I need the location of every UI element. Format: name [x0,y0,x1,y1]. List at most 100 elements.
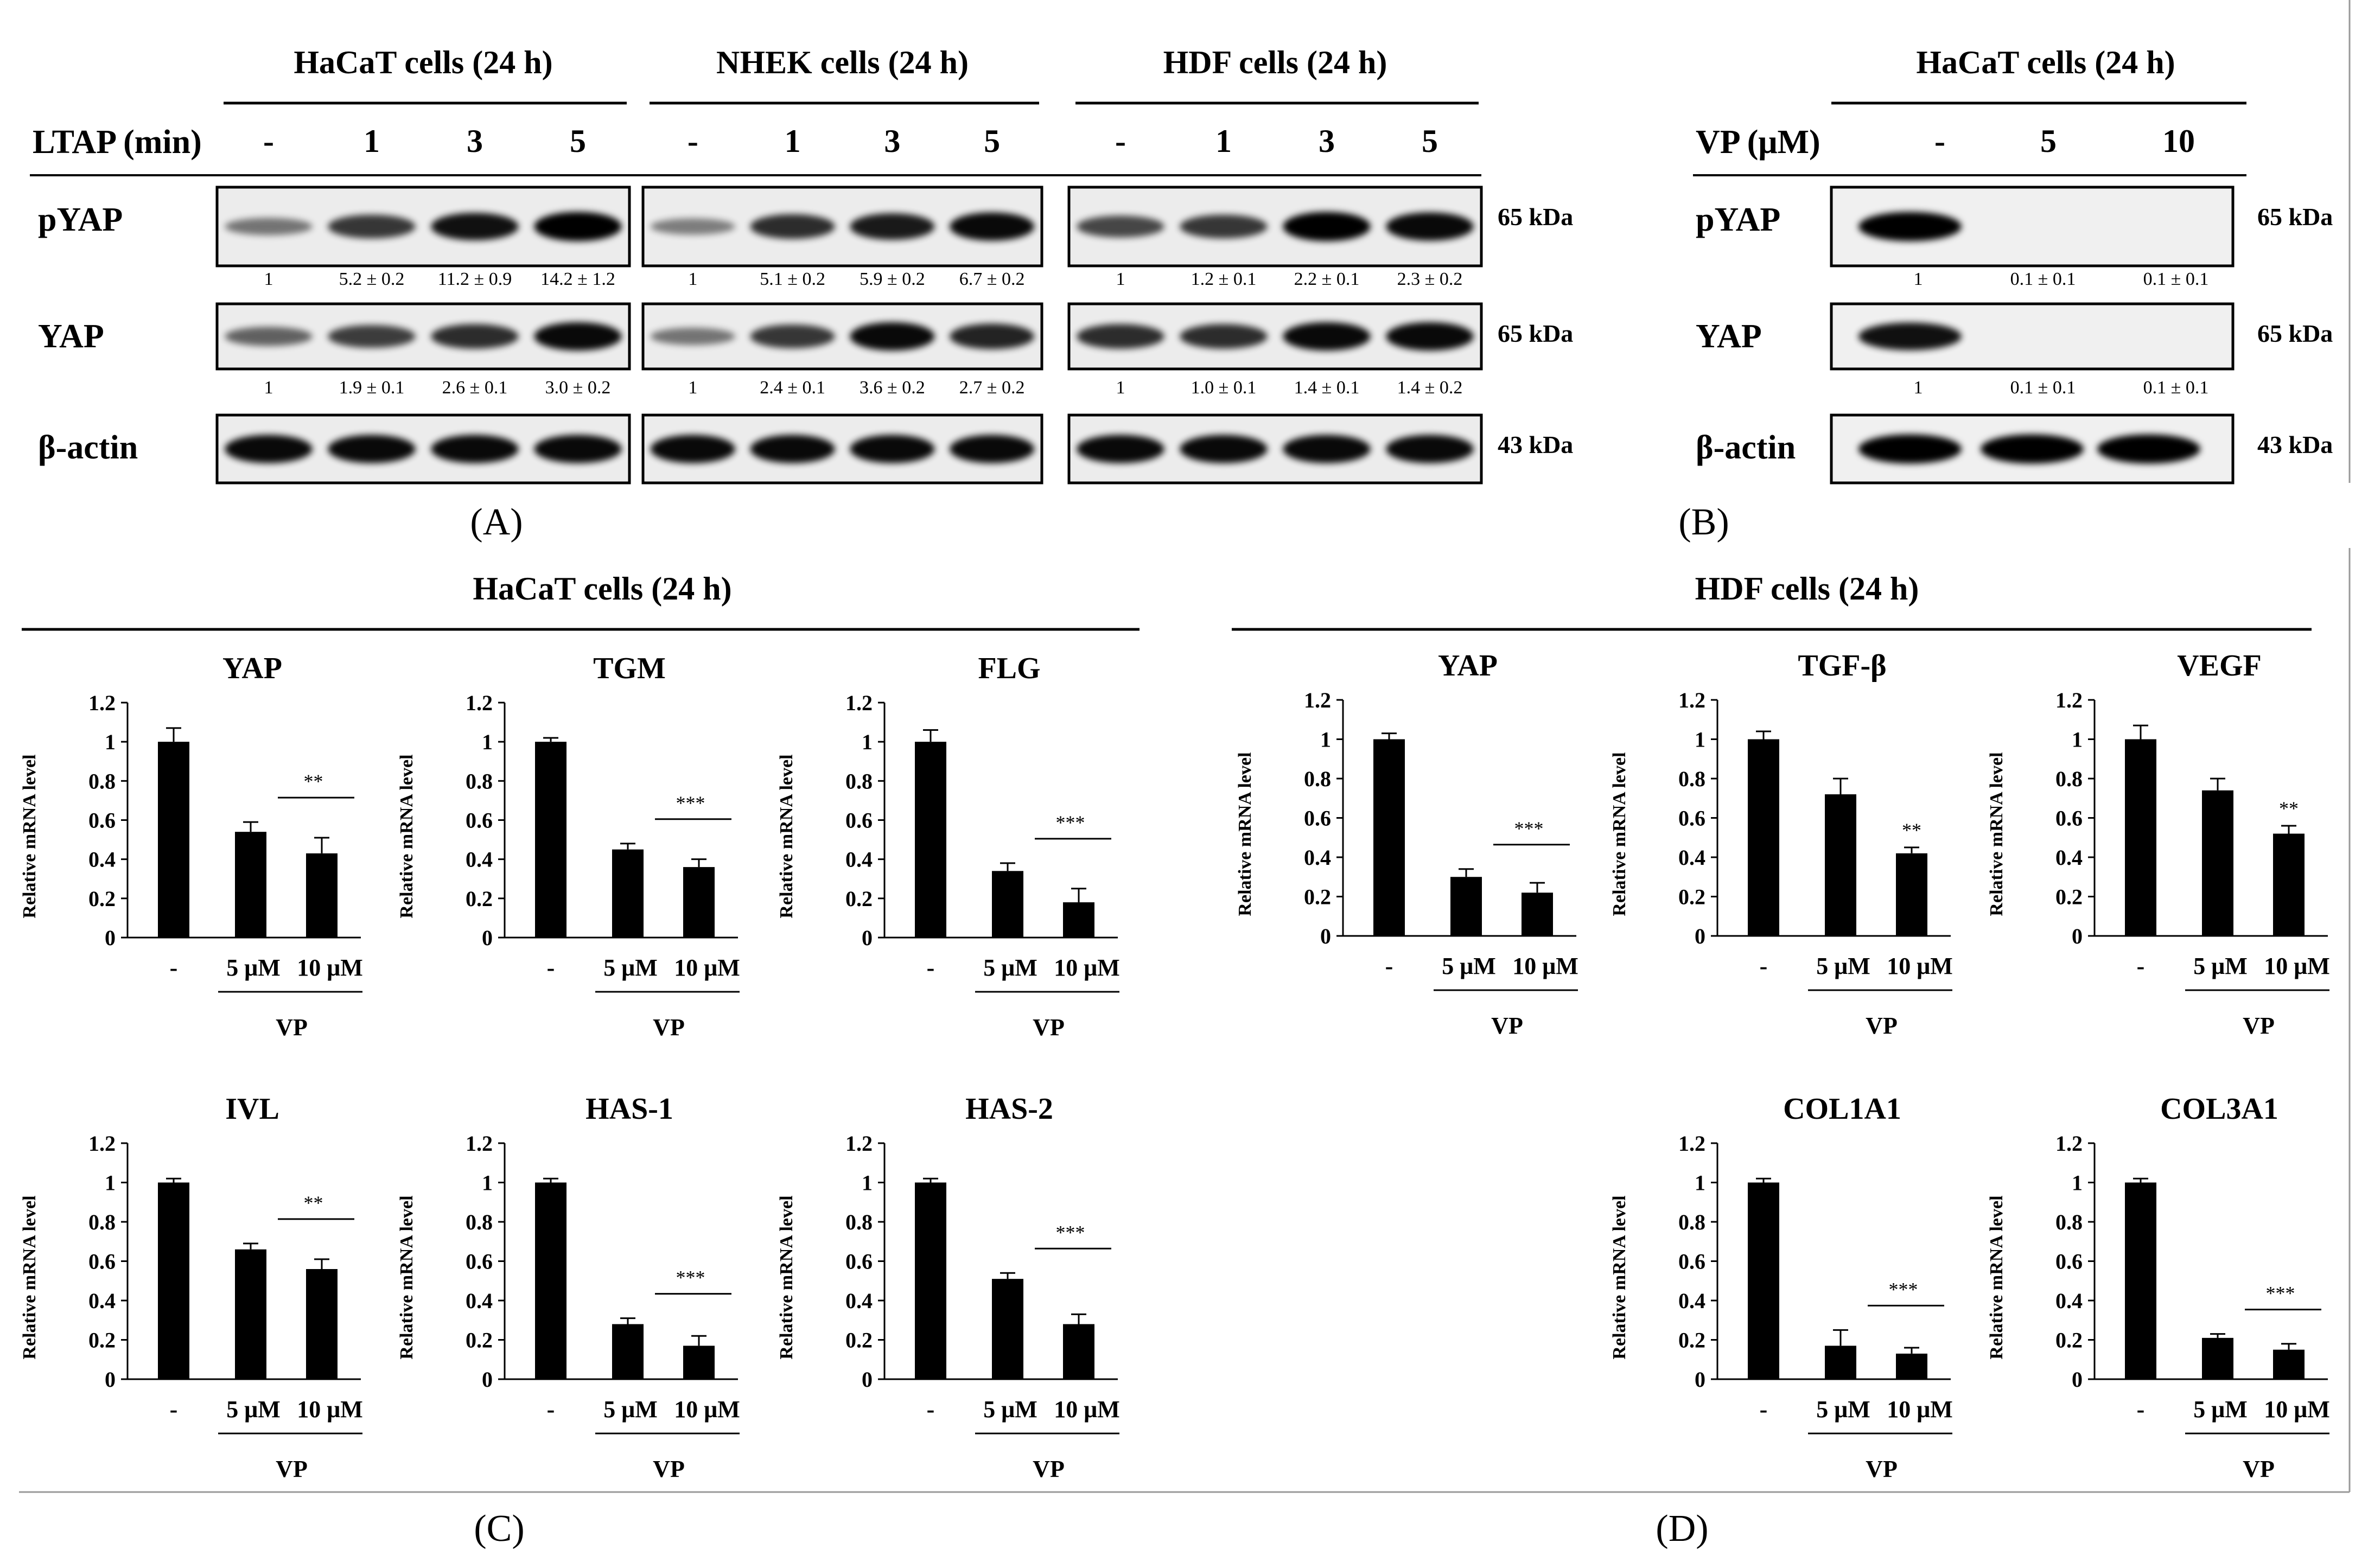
blot-band-actin [1283,435,1371,463]
blot-band-actin [850,435,935,463]
chart-title: TGF-β [1798,649,1886,683]
bar-chart-yap: YAP 0 0.2 0.4 0.6 0.8 1 1.2 Relative mRNA level -… [1235,649,1578,1039]
lane-label: 5 [1422,123,1438,159]
blot-band-yap [850,322,935,351]
chart-title: YAP [1438,649,1498,683]
x-tick-label: 5 μM [983,1396,1037,1423]
y-axis-label: Relative mRNA level [1987,752,2007,916]
lane-label: 1 [364,123,380,159]
x-tick-label: 10 μM [674,954,740,981]
bar [535,742,566,938]
x-tick-label: - [2137,1396,2145,1423]
y-tick-label: 0 [482,1367,493,1392]
x-axis-label: VP [1033,1456,1065,1482]
quant-value-pyap: 1 [1914,269,1923,289]
blot-band-pyap [650,218,735,235]
y-tick-label: 1 [1320,728,1331,752]
bar-chart-vegf: VEGF 0 0.2 0.4 0.6 0.8 1 1.2 Relative mRNA level… [1987,649,2330,1039]
blot-band-yap [534,322,622,351]
quant-value-yap: 1 [1914,378,1923,398]
blot-row-label-actin: β-actin [1696,429,1796,466]
quant-value-yap: 1 [688,378,697,398]
blot-group-title: HDF cells (24 h) [1163,44,1387,80]
y-tick-label: 0.4 [466,1289,493,1313]
y-tick-label: 0.2 [1678,885,1705,909]
bar-chart-has-1: HAS-1 0 0.2 0.4 0.6 0.8 1 1.2 Relative mRNA leve… [397,1092,740,1482]
y-tick-label: 0.2 [2055,1328,2083,1353]
y-tick-label: 0.6 [2055,806,2083,831]
blot-band-pyap [850,213,935,240]
y-tick-label: 1 [1695,728,1705,752]
x-tick-label: 5 μM [983,954,1037,981]
quant-value-pyap: 5.2 ± 0.2 [339,269,405,289]
bar [992,871,1023,938]
kda-label-actin: 43 kDa [1498,431,1573,458]
x-axis-label: VP [1033,1014,1065,1041]
y-tick-label: 1.2 [1678,688,1705,712]
y-axis-label: Relative mRNA level [397,754,417,918]
bar-chart-tgm: TGM 0 0.2 0.4 0.6 0.8 1 1.2 Relative mRNA level -… [397,652,740,1041]
lane-label: 5 [984,123,1000,159]
quant-value-yap: 3.6 ± 0.2 [860,378,925,398]
bar [612,1324,644,1379]
x-tick-label: - [547,1396,555,1423]
x-tick-label: 5 μM [1442,953,1495,979]
y-tick-label: 0.8 [845,769,873,793]
quant-value-pyap: 2.3 ± 0.2 [1397,269,1463,289]
kda-label-yap: 65 kDa [2257,320,2333,347]
bar [1063,902,1094,938]
bar [158,1182,189,1379]
quant-value-pyap: 2.2 ± 0.1 [1294,269,1360,289]
y-tick-label: 0.2 [1304,885,1331,909]
quant-value-yap: 1.4 ± 0.1 [1294,378,1360,398]
bar [1825,794,1856,936]
blot-band-pyap [750,214,835,239]
chart-title: IVL [225,1092,279,1126]
y-tick-label: 0.2 [845,1328,873,1353]
y-tick-label: 1 [862,730,873,754]
blot-band-yap [750,324,835,348]
y-tick-label: 0.8 [466,1210,493,1234]
y-axis-label: Relative mRNA level [1609,752,1629,916]
kda-label-yap: 65 kDa [1498,320,1573,347]
y-tick-label: 0.4 [845,1289,873,1313]
y-tick-label: 0.6 [466,808,493,833]
blot-band-pyap [1386,212,1474,241]
y-tick-label: 0.4 [88,1289,116,1313]
lane-label: - [688,123,698,159]
lane-label: 3 [467,123,483,159]
y-axis-label: Relative mRNA level [20,1195,40,1359]
bar [2202,1337,2233,1379]
bar [306,853,338,938]
x-tick-label: 10 μM [1054,1396,1119,1423]
quant-value-yap: 1.0 ± 0.1 [1191,378,1257,398]
y-tick-label: 0.4 [1304,845,1331,870]
x-tick-label: 10 μM [1512,953,1578,979]
lane-label: 5 [2040,123,2057,159]
y-tick-label: 1.2 [845,691,873,715]
x-tick-label: 5 μM [603,1396,657,1423]
quant-value-yap: 2.7 ± 0.2 [959,378,1025,398]
blot-row-label-yap: YAP [38,318,104,355]
x-tick-label: 10 μM [2264,953,2329,979]
bar-chart-yap: YAP 0 0.2 0.4 0.6 0.8 1 1.2 Relative mRNA level -… [20,652,363,1041]
x-tick-label: 5 μM [226,1396,280,1423]
y-axis-label: Relative mRNA level [397,1195,417,1359]
y-tick-label: 1 [482,1171,493,1195]
bar-chart-has-2: HAS-2 0 0.2 0.4 0.6 0.8 1 1.2 Relative mRNA leve… [776,1092,1120,1482]
significance-marker: ** [2279,798,2299,819]
bar [1522,893,1553,936]
significance-marker: ** [1902,819,1921,841]
bar [683,867,715,938]
y-tick-label: 0.8 [88,769,116,793]
y-tick-label: 0 [2072,924,2083,948]
blot-band-actin [1180,435,1268,463]
quant-value-pyap: 0.1 ± 0.1 [2143,269,2209,289]
chart-title: TGM [593,652,666,685]
bar-chart-flg: FLG 0 0.2 0.4 0.6 0.8 1 1.2 Relative mRNA level -… [776,652,1120,1041]
blot-band-actin [431,435,519,463]
panel-b-title: HaCaT cells (24 h) [1916,44,2175,80]
x-axis-label: VP [1491,1012,1523,1039]
blot-band-actin [1858,434,1962,464]
